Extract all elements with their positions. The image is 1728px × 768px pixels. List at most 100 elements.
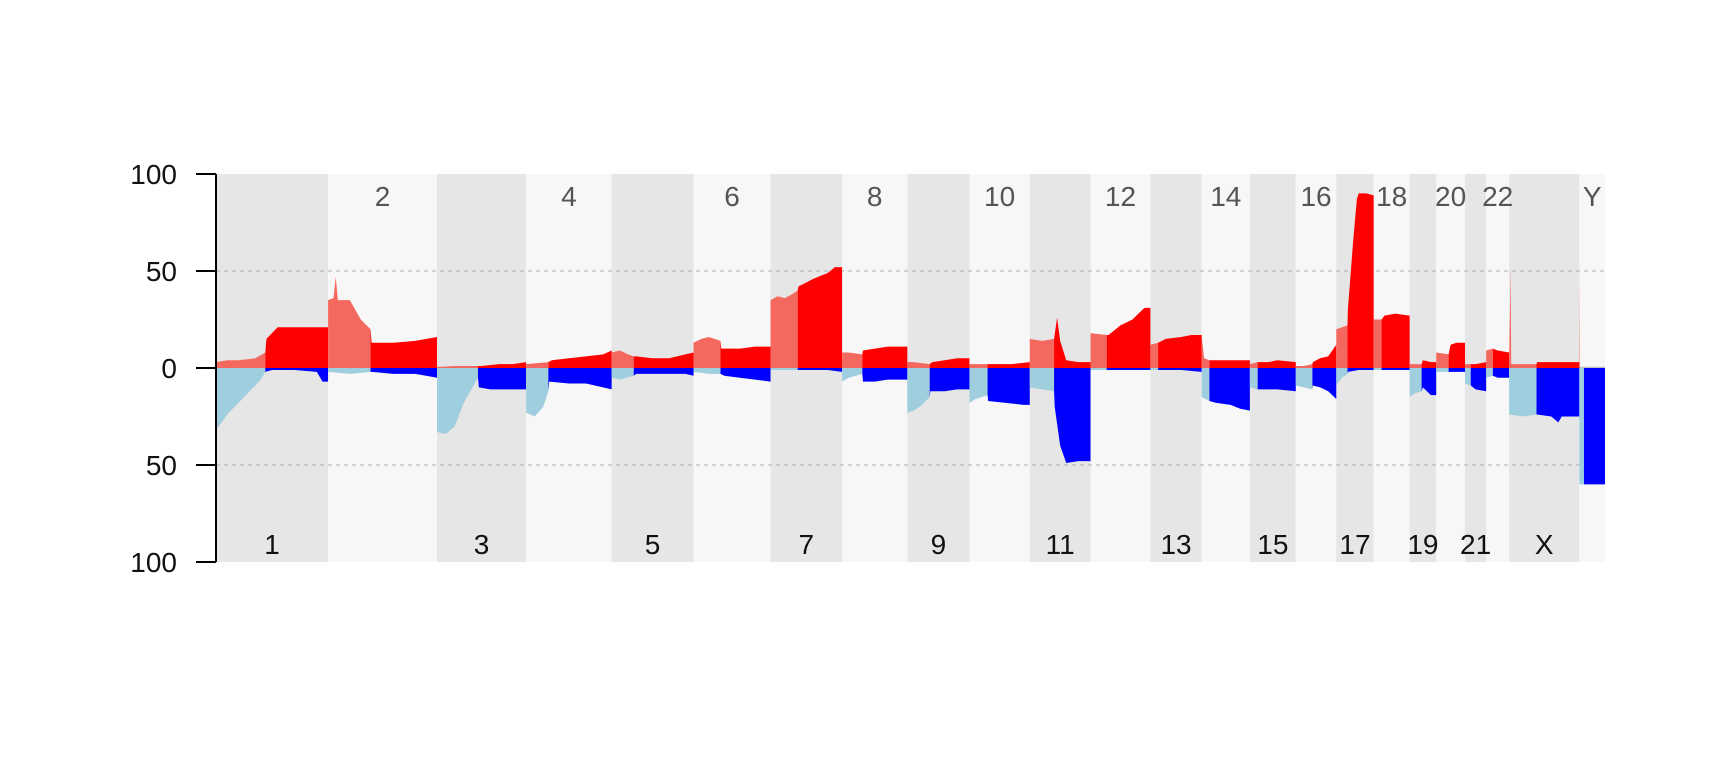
data-areas [216, 193, 1605, 485]
loss-q-arm-chr11 [1054, 368, 1091, 464]
gain-p-arm-chr10 [969, 364, 988, 368]
loss-q-arm-chr6 [720, 368, 771, 382]
gain-q-arm-chr15 [1257, 360, 1296, 368]
loss-q-arm-chr12 [1106, 368, 1151, 370]
gain-p-arm-chr20 [1436, 352, 1449, 368]
gain-q-arm-chr5 [633, 352, 694, 368]
chromosome-label-Y: Y [1583, 181, 1602, 212]
loss-q-arm-chr3 [477, 368, 527, 390]
loss-p-arm-chr16 [1295, 368, 1313, 390]
y-tick-label: 100 [130, 547, 177, 578]
gain-p-arm-chr18 [1373, 319, 1382, 368]
chromosome-label-19: 19 [1407, 529, 1438, 560]
gain-p-arm-chr3 [437, 366, 478, 368]
gain-q-arm-chr1 [265, 327, 329, 368]
gain-q-arm-chr14 [1209, 360, 1250, 368]
loss-q-arm-chr17 [1347, 368, 1374, 374]
chromosome-label-3: 3 [474, 529, 490, 560]
chromosome-label-5: 5 [645, 529, 661, 560]
gain-q-arm-chr3 [477, 362, 527, 368]
gain-p-arm-chr11 [1029, 338, 1055, 368]
gain-p-arm-chrY [1579, 265, 1584, 368]
y-tick-label: 50 [146, 450, 177, 481]
loss-q-arm-chr1 [265, 368, 329, 382]
y-axis: 100 50 0 50 100 [130, 159, 217, 578]
loss-p-arm-chr20 [1436, 368, 1449, 372]
gain-q-arm-chr21 [1470, 362, 1487, 368]
loss-q-arm-chr20 [1448, 368, 1466, 372]
loss-q-arm-chr15 [1257, 368, 1296, 392]
chromosome-label-17: 17 [1339, 529, 1370, 560]
chromosome-label-21: 21 [1460, 529, 1491, 560]
gain-p-arm-chr12 [1090, 333, 1107, 368]
gain-p-arm-chr5 [611, 350, 634, 368]
chromosome-label-7: 7 [799, 529, 815, 560]
gain-q-arm-chr9 [929, 358, 970, 368]
gain-p-arm-chr4 [526, 362, 549, 368]
gain-p-arm-chr17 [1336, 325, 1348, 368]
gain-q-arm-chr10 [987, 362, 1030, 368]
gain-q-arm-chr20 [1448, 342, 1466, 368]
loss-p-arm-chrX [1509, 368, 1537, 417]
chromosome-label-9: 9 [931, 529, 947, 560]
loss-p-arm-chr2 [328, 368, 371, 374]
loss-q-arm-chr5 [633, 368, 694, 376]
gain-p-arm-chr19 [1409, 364, 1422, 368]
loss-p-arm-chr10 [969, 368, 988, 403]
loss-q-arm-chr8 [862, 368, 908, 382]
gain-q-arm-chr18 [1381, 313, 1410, 368]
chromosome-label-20: 20 [1435, 181, 1466, 212]
chromosome-label-22: 22 [1482, 181, 1513, 212]
loss-p-arm-chr6 [693, 368, 721, 374]
gain-p-arm-chr16 [1295, 364, 1313, 368]
chromosome-label-12: 12 [1105, 181, 1136, 212]
loss-p-arm-chr3 [437, 368, 478, 434]
chromosome-label-2: 2 [375, 181, 391, 212]
chromosome-label-16: 16 [1300, 181, 1331, 212]
loss-q-arm-chr2 [370, 368, 437, 378]
gain-q-arm-chr19 [1421, 360, 1437, 368]
loss-q-arm-chr16 [1312, 368, 1337, 400]
loss-q-arm-chr22 [1492, 368, 1510, 378]
chromosome-label-10: 10 [984, 181, 1015, 212]
loss-q-arm-chr13 [1158, 368, 1202, 372]
gain-p-arm-chr1 [216, 352, 266, 368]
chromosome-label-14: 14 [1210, 181, 1241, 212]
loss-q-arm-chr18 [1381, 368, 1410, 370]
loss-q-arm-chr14 [1209, 368, 1250, 411]
gain-q-arm-chrX [1536, 362, 1580, 368]
loss-p-arm-chr8 [842, 368, 863, 382]
gain-p-arm-chr22 [1486, 348, 1493, 368]
gain-q-arm-chr8 [862, 346, 908, 368]
y-tick-label: 100 [130, 159, 177, 190]
loss-q-arm-chr9 [929, 368, 970, 398]
chromosome-label-15: 15 [1257, 529, 1288, 560]
gain-p-arm-chr6 [693, 336, 721, 368]
gain-q-arm-chr2 [370, 329, 437, 368]
loss-p-arm-chr13 [1150, 368, 1159, 370]
gain-p-arm-chr14 [1201, 336, 1210, 368]
loss-p-arm-chr22 [1486, 368, 1493, 378]
loss-p-arm-chr1 [216, 368, 266, 431]
loss-q-arm-chrY [1583, 368, 1605, 485]
gain-q-arm-chr13 [1158, 335, 1202, 368]
gain-p-arm-chr7 [770, 290, 798, 368]
gain-p-arm-chr8 [842, 352, 863, 368]
gain-p-arm-chr13 [1150, 342, 1159, 368]
gain-q-arm-chr16 [1312, 344, 1337, 368]
loss-q-arm-chr7 [797, 368, 843, 372]
chromosome-label-8: 8 [867, 181, 883, 212]
gain-p-arm-chr15 [1249, 362, 1258, 368]
gain-q-arm-chr6 [720, 340, 771, 368]
gain-q-arm-chr22 [1492, 348, 1510, 368]
loss-p-arm-chr7 [770, 368, 798, 370]
chromosome-label-13: 13 [1160, 529, 1191, 560]
chromosome-label-1: 1 [264, 529, 280, 560]
gain-p-arm-chr9 [907, 362, 930, 368]
loss-p-arm-chr4 [526, 368, 549, 417]
y-tick-label: 0 [161, 353, 177, 384]
loss-p-arm-chr15 [1249, 368, 1258, 390]
gain-q-arm-chr7 [797, 267, 843, 368]
gain-q-arm-chr17 [1347, 193, 1374, 368]
